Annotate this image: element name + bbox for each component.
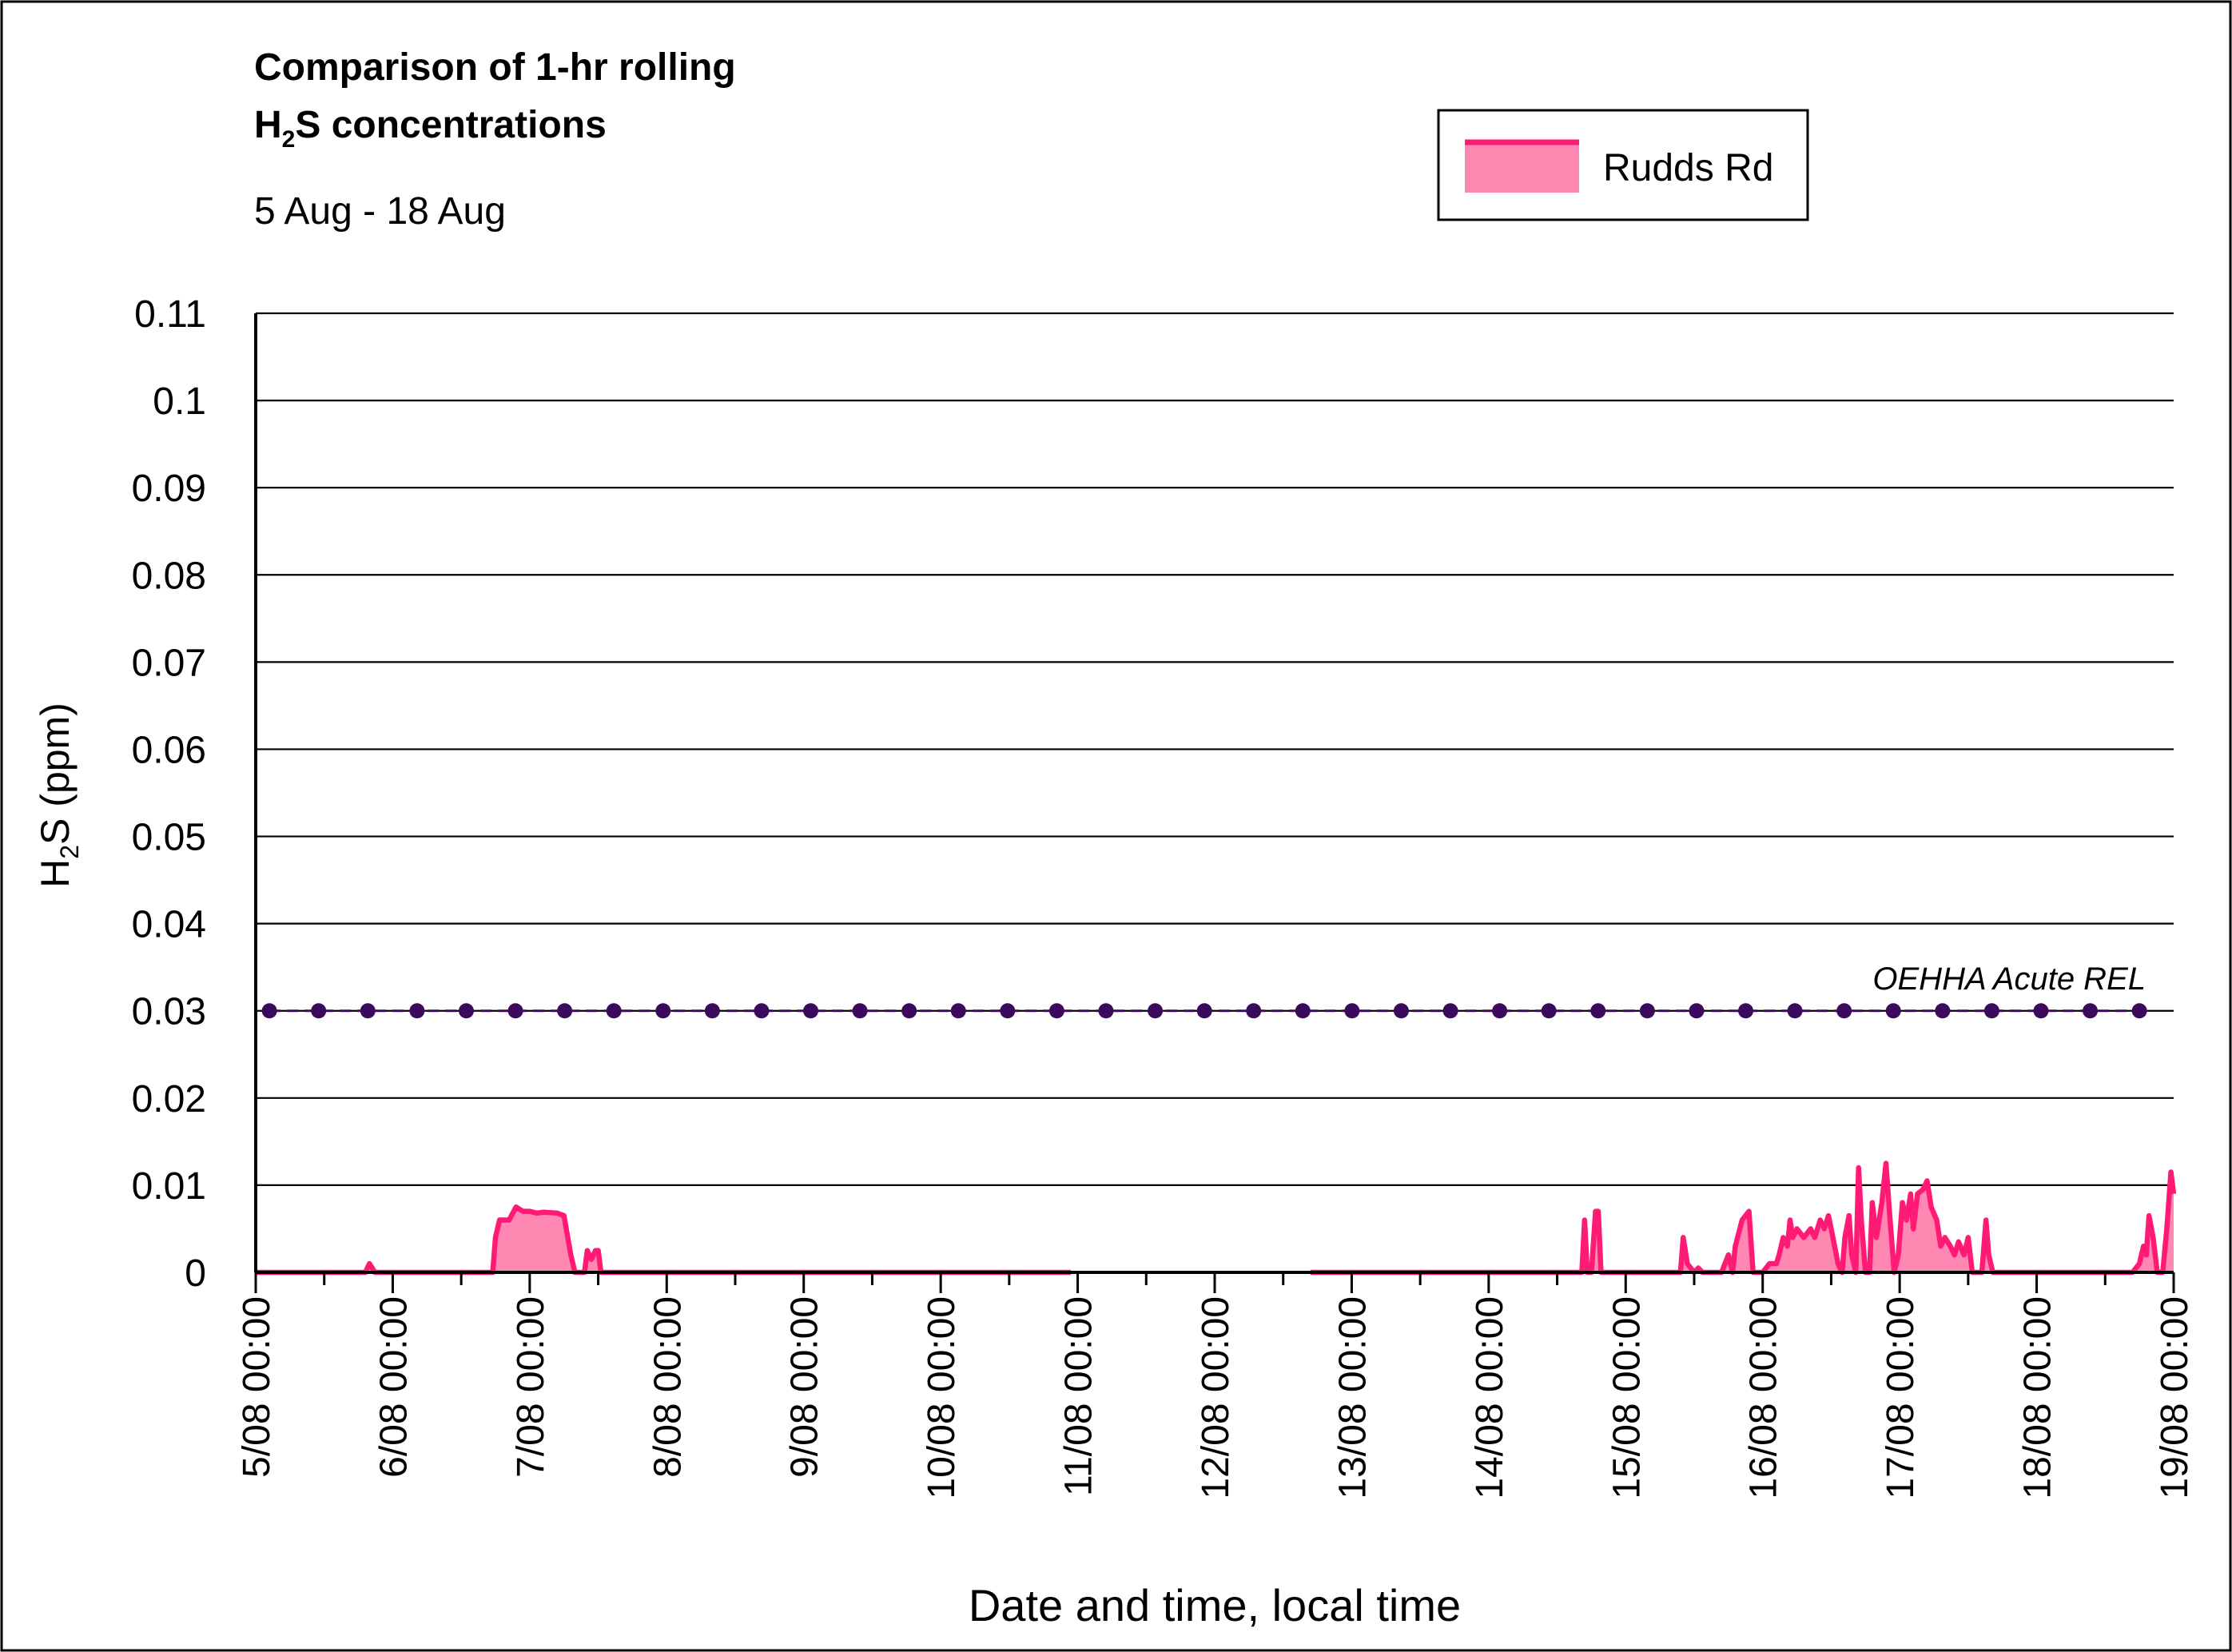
reference-line-marker [1393, 1003, 1409, 1019]
y-tick-label: 0.09 [132, 468, 206, 510]
legend: Rudds Rd [1437, 109, 1809, 221]
reference-line-marker [1148, 1003, 1164, 1019]
legend-swatch-fill [1465, 142, 1579, 193]
x-tick-label: 10/08 00:00 [921, 1296, 963, 1499]
x-tick-label: 17/08 00:00 [1880, 1296, 1922, 1499]
reference-line-marker [311, 1003, 327, 1019]
reference-line-marker [1935, 1003, 1951, 1019]
x-tick-label: 6/08 00:00 [372, 1296, 415, 1478]
reference-line-marker [1196, 1003, 1212, 1019]
reference-line-marker [1738, 1003, 1754, 1019]
y-tick-label: 0.06 [132, 729, 206, 771]
reference-line-marker [1689, 1003, 1705, 1019]
reference-line-marker [360, 1003, 376, 1019]
y-tick-label: 0.05 [132, 817, 206, 859]
reference-line-marker [754, 1003, 770, 1019]
reference-line-marker [1344, 1003, 1360, 1019]
x-tick-label: 18/08 00:00 [2017, 1296, 2059, 1499]
reference-line-marker [1983, 1003, 1999, 1019]
series-line-rudds-rd [256, 1204, 1071, 1276]
reference-line-marker [2083, 1003, 2099, 1019]
reference-line-marker [1885, 1003, 1901, 1019]
reference-line-marker [950, 1003, 966, 1019]
reference-line-marker [1787, 1003, 1803, 1019]
reference-line-marker [1639, 1003, 1655, 1019]
x-tick-label: 12/08 00:00 [1195, 1296, 1237, 1499]
y-tick-label: 0 [185, 1252, 206, 1295]
y-tick-label: 0.01 [132, 1165, 206, 1208]
reference-line-marker [803, 1003, 819, 1019]
x-axis-title: Date and time, local time [969, 1580, 1461, 1630]
chart-title-line2: H2S concentrations [254, 104, 607, 153]
y-tick-label: 0.1 [153, 380, 206, 423]
x-tick-label: 8/08 00:00 [647, 1296, 689, 1478]
x-tick-label: 16/08 00:00 [1743, 1296, 1785, 1499]
reference-line-marker [606, 1003, 622, 1019]
reference-line-marker [1295, 1003, 1311, 1019]
x-tick-label: 7/08 00:00 [510, 1296, 552, 1478]
reference-line-marker [2131, 1003, 2147, 1019]
y-tick-label: 0.08 [132, 555, 206, 597]
reference-line-marker [1590, 1003, 1606, 1019]
reference-line-marker [507, 1003, 523, 1019]
reference-line [261, 1003, 2147, 1019]
reference-line-marker [1541, 1003, 1557, 1019]
axes [254, 313, 2175, 1293]
reference-line-marker [458, 1003, 474, 1019]
x-tick-label: 11/08 00:00 [1058, 1296, 1100, 1496]
x-tick-label: 19/08 00:00 [2154, 1296, 2196, 1499]
reference-line-marker [1098, 1003, 1114, 1019]
reference-line-marker [409, 1003, 425, 1019]
reference-line-marker [901, 1003, 917, 1019]
chart-title-line1: Comparison of 1-hr rolling [254, 46, 736, 89]
reference-line-marker [261, 1003, 277, 1019]
x-tick-label: 14/08 00:00 [1469, 1296, 1511, 1499]
x-tick-label: 13/08 00:00 [1331, 1296, 1374, 1499]
reference-line-marker [2033, 1003, 2049, 1019]
chart-subtitle: 5 Aug - 18 Aug [254, 190, 506, 233]
x-tick-labels: 5/08 00:00 6/08 00:00 7/08 00:00 8/08 00:00… [236, 1296, 2196, 1499]
reference-line-label: OEHHA Acute REL [1872, 961, 2146, 997]
y-tick-labels: 0 0.01 0.02 0.03 0.04 0.05 0.06 0.07 0.08 0.09 0.1… [132, 293, 206, 1295]
reference-line-marker [557, 1003, 573, 1019]
reference-line-marker [1492, 1003, 1508, 1019]
x-tick-label: 9/08 00:00 [784, 1296, 826, 1478]
y-tick-label: 0.03 [132, 991, 206, 1033]
y-tick-label: 0.07 [132, 642, 206, 684]
reference-line-marker [1000, 1003, 1016, 1019]
reference-line-marker [704, 1003, 720, 1019]
reference-line-marker [1048, 1003, 1064, 1019]
legend-label: Rudds Rd [1603, 147, 1773, 189]
reference-line-marker [1836, 1003, 1852, 1019]
reference-line-marker [1246, 1003, 1262, 1019]
reference-line-marker [655, 1003, 671, 1019]
x-tick-label: 5/08 00:00 [236, 1296, 278, 1478]
reference-line-marker [1442, 1003, 1458, 1019]
reference-line-marker [852, 1003, 868, 1019]
y-tick-label: 0.11 [134, 293, 206, 336]
y-tick-label: 0.02 [132, 1078, 206, 1121]
x-tick-label: 15/08 00:00 [1605, 1296, 1648, 1499]
y-tick-label: 0.04 [132, 904, 206, 946]
y-axis-title: H2S (ppm) [33, 703, 84, 888]
